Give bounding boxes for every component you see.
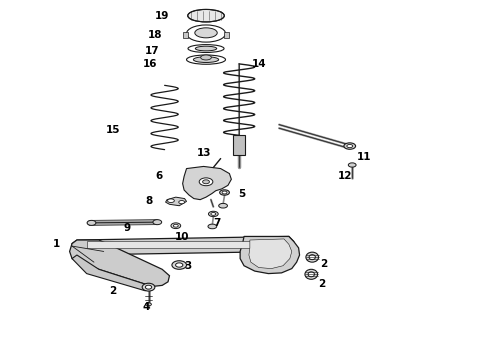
Ellipse shape (187, 25, 225, 42)
Text: 18: 18 (147, 30, 162, 40)
Text: 2: 2 (318, 279, 325, 289)
Polygon shape (240, 237, 299, 274)
Text: 14: 14 (252, 59, 267, 69)
Polygon shape (70, 240, 170, 287)
Text: 6: 6 (155, 171, 162, 181)
Ellipse shape (309, 255, 316, 260)
Ellipse shape (87, 220, 96, 225)
Ellipse shape (194, 57, 219, 63)
Text: 4: 4 (143, 302, 150, 312)
Ellipse shape (179, 201, 185, 204)
Text: 2: 2 (109, 286, 116, 296)
Text: 8: 8 (145, 197, 152, 206)
Ellipse shape (344, 143, 356, 149)
Text: 15: 15 (106, 125, 121, 135)
Text: 7: 7 (213, 218, 220, 228)
Bar (233, 135, 245, 155)
Ellipse shape (153, 220, 162, 225)
Ellipse shape (199, 178, 213, 186)
Polygon shape (72, 255, 152, 291)
Ellipse shape (202, 180, 209, 184)
Ellipse shape (146, 303, 151, 306)
Text: 16: 16 (143, 59, 157, 69)
Ellipse shape (195, 28, 217, 38)
Text: 10: 10 (174, 232, 189, 242)
Text: 3: 3 (184, 261, 192, 271)
Text: 5: 5 (238, 189, 245, 199)
Text: 12: 12 (338, 171, 352, 181)
Ellipse shape (305, 269, 318, 279)
Bar (223, 32, 229, 38)
Polygon shape (249, 239, 292, 269)
Text: 13: 13 (196, 148, 211, 158)
Ellipse shape (348, 163, 356, 167)
Ellipse shape (188, 9, 224, 22)
Ellipse shape (208, 224, 217, 229)
Text: 9: 9 (123, 223, 130, 233)
Ellipse shape (188, 45, 224, 53)
Bar (183, 32, 189, 38)
Ellipse shape (171, 223, 181, 229)
Text: 11: 11 (357, 152, 372, 162)
Ellipse shape (220, 190, 229, 195)
Ellipse shape (347, 144, 353, 148)
Bar (87, 242, 279, 248)
Ellipse shape (172, 261, 187, 269)
Ellipse shape (146, 285, 152, 289)
Text: 17: 17 (145, 46, 160, 57)
Polygon shape (183, 166, 231, 200)
Polygon shape (72, 237, 294, 255)
Ellipse shape (168, 199, 174, 203)
Ellipse shape (196, 46, 217, 51)
Text: 19: 19 (155, 11, 170, 21)
Ellipse shape (187, 55, 225, 64)
Ellipse shape (211, 212, 216, 215)
Ellipse shape (219, 203, 227, 208)
Ellipse shape (201, 55, 211, 60)
Ellipse shape (222, 191, 227, 194)
Text: 2: 2 (320, 259, 328, 269)
Ellipse shape (142, 283, 155, 291)
Ellipse shape (306, 252, 318, 262)
Text: 1: 1 (52, 239, 60, 249)
Ellipse shape (173, 224, 178, 227)
Ellipse shape (208, 211, 218, 217)
Ellipse shape (308, 272, 315, 277)
Ellipse shape (175, 263, 183, 267)
Polygon shape (166, 197, 187, 206)
